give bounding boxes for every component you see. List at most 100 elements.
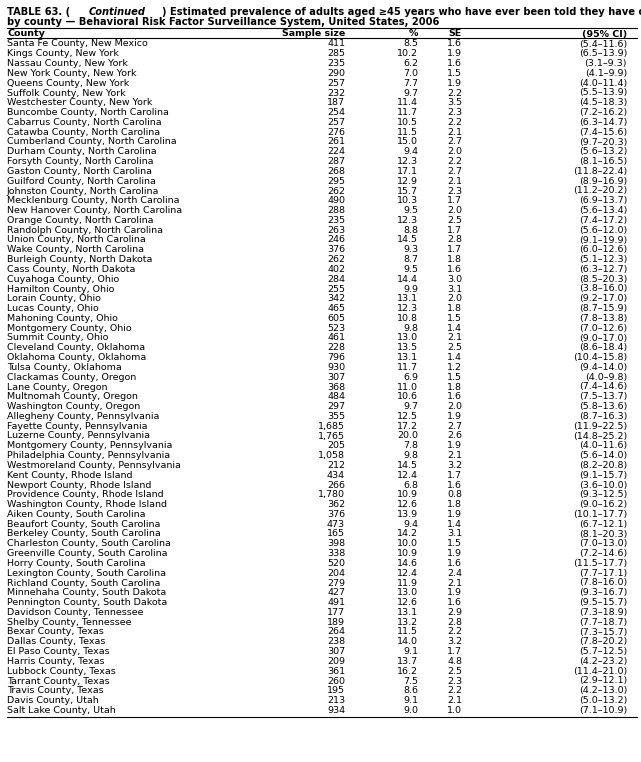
Text: 1.6: 1.6 xyxy=(447,598,462,607)
Text: 12.4: 12.4 xyxy=(397,568,418,578)
Text: 376: 376 xyxy=(327,510,345,519)
Text: Montgomery County, Ohio: Montgomery County, Ohio xyxy=(7,324,131,333)
Text: 287: 287 xyxy=(327,157,345,166)
Text: Dallas County, Texas: Dallas County, Texas xyxy=(7,637,105,646)
Text: (6.7–12.1): (6.7–12.1) xyxy=(579,520,627,529)
Text: 9.1: 9.1 xyxy=(403,647,418,656)
Text: 13.1: 13.1 xyxy=(397,608,418,617)
Text: (5.6–13.2): (5.6–13.2) xyxy=(579,147,627,156)
Text: Davidson County, Tennessee: Davidson County, Tennessee xyxy=(7,608,144,617)
Text: (8.9–16.9): (8.9–16.9) xyxy=(579,177,627,186)
Text: 9.8: 9.8 xyxy=(403,324,418,333)
Text: (10.1–17.7): (10.1–17.7) xyxy=(573,510,627,519)
Text: Johnston County, North Carolina: Johnston County, North Carolina xyxy=(7,187,160,196)
Text: 1.4: 1.4 xyxy=(447,520,462,529)
Text: (4.0–11.6): (4.0–11.6) xyxy=(579,441,627,450)
Text: 8.8: 8.8 xyxy=(403,226,418,235)
Text: 2.7: 2.7 xyxy=(447,137,462,146)
Text: 398: 398 xyxy=(327,539,345,549)
Text: 1.0: 1.0 xyxy=(447,706,462,715)
Text: Catawba County, North Carolina: Catawba County, North Carolina xyxy=(7,128,160,136)
Text: 361: 361 xyxy=(327,667,345,676)
Text: (7.3–15.7): (7.3–15.7) xyxy=(579,627,627,636)
Text: 9.4: 9.4 xyxy=(403,520,418,529)
Text: (5.5–13.9): (5.5–13.9) xyxy=(579,88,627,98)
Text: 1.8: 1.8 xyxy=(447,304,462,313)
Text: Santa Fe County, New Mexico: Santa Fe County, New Mexico xyxy=(7,40,147,49)
Text: Lubbock County, Texas: Lubbock County, Texas xyxy=(7,667,116,676)
Text: 7.7: 7.7 xyxy=(403,78,418,88)
Text: 2.1: 2.1 xyxy=(447,177,462,186)
Text: 1.9: 1.9 xyxy=(447,441,462,450)
Text: 9.9: 9.9 xyxy=(403,284,418,293)
Text: 10.9: 10.9 xyxy=(397,549,418,558)
Text: SE: SE xyxy=(449,30,462,39)
Text: 1.6: 1.6 xyxy=(447,265,462,274)
Text: 1.9: 1.9 xyxy=(447,510,462,519)
Text: 1,058: 1,058 xyxy=(318,451,345,460)
Text: 402: 402 xyxy=(327,265,345,274)
Text: Queens County, New York: Queens County, New York xyxy=(7,78,129,88)
Text: Kings County, New York: Kings County, New York xyxy=(7,50,119,59)
Text: 3.5: 3.5 xyxy=(447,98,462,107)
Text: 427: 427 xyxy=(327,588,345,597)
Text: 2.1: 2.1 xyxy=(447,696,462,705)
Text: 484: 484 xyxy=(327,392,345,402)
Text: 1.9: 1.9 xyxy=(447,50,462,59)
Text: (7.2–16.2): (7.2–16.2) xyxy=(579,108,627,117)
Text: 2.0: 2.0 xyxy=(447,206,462,215)
Text: Pennington County, South Dakota: Pennington County, South Dakota xyxy=(7,598,167,607)
Text: (8.6–18.4): (8.6–18.4) xyxy=(579,344,627,352)
Text: (7.8–13.8): (7.8–13.8) xyxy=(579,314,627,323)
Text: 12.3: 12.3 xyxy=(397,216,418,225)
Text: 263: 263 xyxy=(327,226,345,235)
Text: El Paso County, Texas: El Paso County, Texas xyxy=(7,647,110,656)
Text: (5.6–12.0): (5.6–12.0) xyxy=(579,226,627,235)
Text: 1.7: 1.7 xyxy=(447,245,462,255)
Text: 2.2: 2.2 xyxy=(447,157,462,166)
Text: (8.7–15.9): (8.7–15.9) xyxy=(579,304,627,313)
Text: 934: 934 xyxy=(327,706,345,715)
Text: (9.4–14.0): (9.4–14.0) xyxy=(579,363,627,372)
Text: (5.6–13.4): (5.6–13.4) xyxy=(579,206,627,215)
Text: (11.9–22.5): (11.9–22.5) xyxy=(573,421,627,431)
Text: Summit County, Ohio: Summit County, Ohio xyxy=(7,334,108,342)
Text: (6.5–13.9): (6.5–13.9) xyxy=(579,50,627,59)
Text: (14.8–25.2): (14.8–25.2) xyxy=(573,431,627,440)
Text: 14.5: 14.5 xyxy=(397,235,418,245)
Text: Multnomah County, Oregon: Multnomah County, Oregon xyxy=(7,392,138,402)
Text: (6.9–13.7): (6.9–13.7) xyxy=(579,197,627,205)
Text: 187: 187 xyxy=(327,98,345,107)
Text: 2.3: 2.3 xyxy=(447,187,462,196)
Text: Cuyahoga County, Ohio: Cuyahoga County, Ohio xyxy=(7,274,119,283)
Text: 2.5: 2.5 xyxy=(447,667,462,676)
Text: 2.0: 2.0 xyxy=(447,402,462,411)
Text: 3.0: 3.0 xyxy=(447,274,462,283)
Text: (9.7–20.3): (9.7–20.3) xyxy=(579,137,627,146)
Text: (7.5–13.7): (7.5–13.7) xyxy=(579,392,627,402)
Text: Cass County, North Dakota: Cass County, North Dakota xyxy=(7,265,135,274)
Text: 1.6: 1.6 xyxy=(447,59,462,68)
Text: 2.4: 2.4 xyxy=(447,568,462,578)
Text: 2.0: 2.0 xyxy=(447,294,462,303)
Text: 368: 368 xyxy=(327,383,345,392)
Text: 209: 209 xyxy=(327,657,345,666)
Text: 523: 523 xyxy=(327,324,345,333)
Text: Providence County, Rhode Island: Providence County, Rhode Island xyxy=(7,490,163,499)
Text: New York County, New York: New York County, New York xyxy=(7,69,137,78)
Text: (9.1–19.9): (9.1–19.9) xyxy=(579,235,627,245)
Text: 17.1: 17.1 xyxy=(397,167,418,176)
Text: 12.6: 12.6 xyxy=(397,598,418,607)
Text: 9.8: 9.8 xyxy=(403,451,418,460)
Text: 2.2: 2.2 xyxy=(447,118,462,127)
Text: (5.6–14.0): (5.6–14.0) xyxy=(579,451,627,460)
Text: 2.5: 2.5 xyxy=(447,216,462,225)
Text: 1,780: 1,780 xyxy=(318,490,345,499)
Text: 2.9: 2.9 xyxy=(447,608,462,617)
Text: 13.7: 13.7 xyxy=(397,657,418,666)
Text: (5.1–12.3): (5.1–12.3) xyxy=(579,255,627,264)
Text: 9.4: 9.4 xyxy=(403,147,418,156)
Text: Orange County, North Carolina: Orange County, North Carolina xyxy=(7,216,153,225)
Text: (8.5–20.3): (8.5–20.3) xyxy=(579,274,627,283)
Text: (2.9–12.1): (2.9–12.1) xyxy=(579,677,627,686)
